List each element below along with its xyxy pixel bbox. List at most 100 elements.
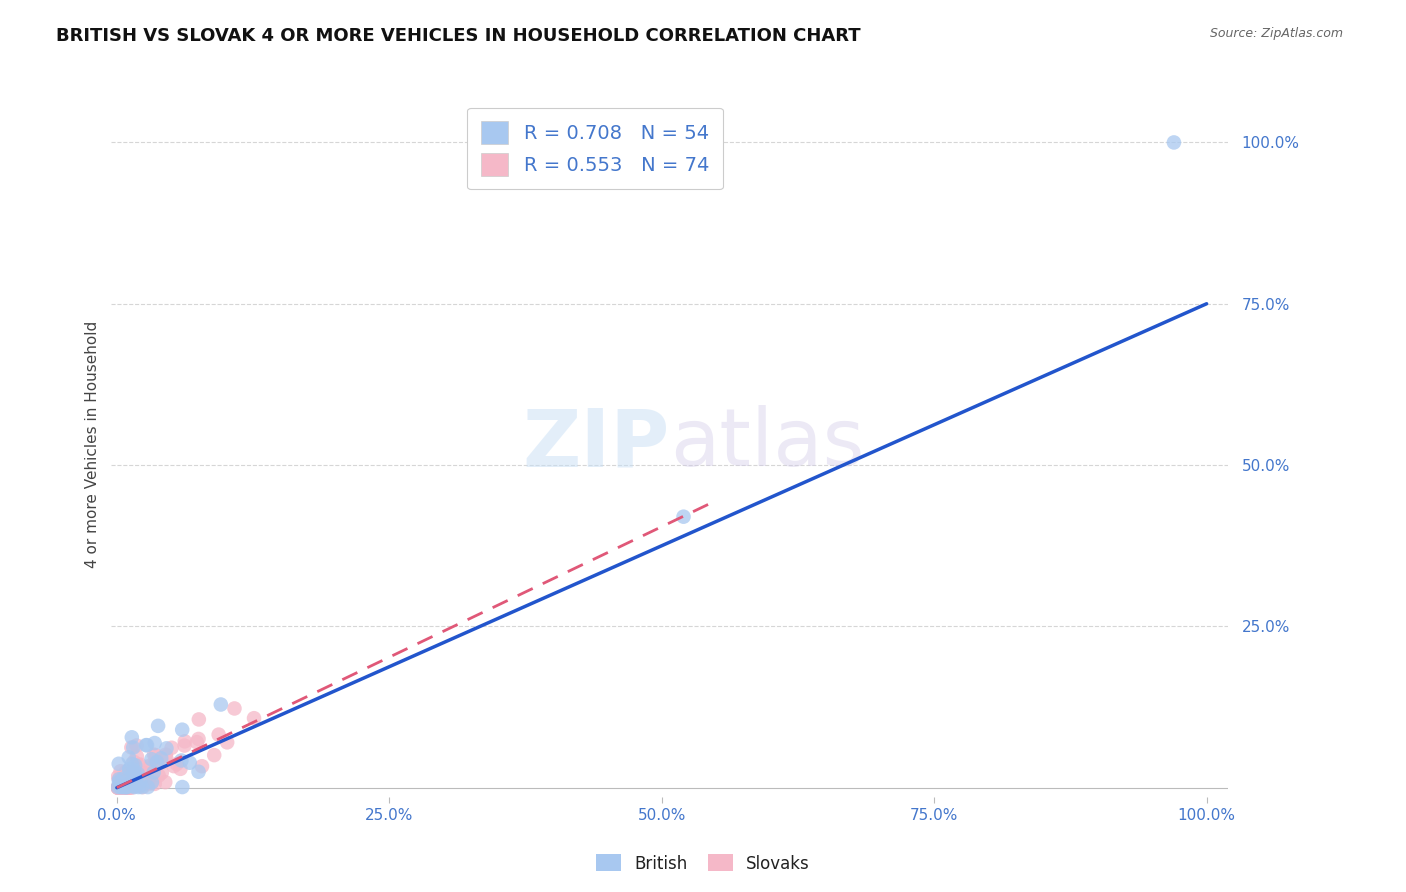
- Point: [138, 776, 160, 790]
- Point: [122, 740, 145, 755]
- Point: [114, 780, 136, 794]
- Point: [114, 780, 136, 795]
- Point: [107, 780, 129, 795]
- Point: [173, 739, 195, 753]
- Point: [118, 750, 141, 764]
- Point: [141, 752, 163, 766]
- Text: ZIP: ZIP: [523, 405, 669, 483]
- Point: [224, 701, 246, 715]
- Point: [170, 754, 193, 768]
- Point: [136, 780, 159, 794]
- Point: [155, 775, 177, 789]
- Point: [111, 771, 134, 785]
- Point: [134, 766, 156, 780]
- Point: [202, 748, 225, 763]
- Point: [107, 780, 129, 795]
- Point: [120, 740, 142, 755]
- Point: [163, 759, 186, 773]
- Point: [132, 766, 155, 780]
- Point: [108, 780, 131, 795]
- Point: [108, 775, 131, 789]
- Point: [150, 751, 173, 765]
- Point: [127, 766, 149, 780]
- Point: [187, 713, 209, 727]
- Text: Source: ZipAtlas.com: Source: ZipAtlas.com: [1209, 27, 1343, 40]
- Text: BRITISH VS SLOVAK 4 OR MORE VEHICLES IN HOUSEHOLD CORRELATION CHART: BRITISH VS SLOVAK 4 OR MORE VEHICLES IN …: [56, 27, 860, 45]
- Point: [115, 764, 138, 779]
- Point: [139, 758, 162, 772]
- Point: [146, 719, 169, 733]
- Point: [115, 780, 138, 794]
- Point: [108, 780, 131, 795]
- Point: [107, 780, 129, 794]
- Point: [141, 775, 163, 789]
- Point: [169, 762, 191, 776]
- Point: [672, 509, 695, 524]
- Point: [122, 779, 145, 793]
- Point: [166, 756, 188, 771]
- Point: [115, 780, 138, 794]
- Point: [124, 780, 146, 794]
- Point: [127, 758, 149, 772]
- Point: [136, 766, 159, 780]
- Point: [128, 780, 150, 794]
- Point: [128, 779, 150, 793]
- Point: [155, 749, 177, 764]
- Text: atlas: atlas: [669, 405, 865, 483]
- Point: [108, 772, 131, 787]
- Point: [136, 738, 159, 752]
- Point: [125, 749, 148, 764]
- Point: [145, 748, 167, 763]
- Point: [110, 764, 132, 779]
- Point: [150, 765, 173, 780]
- Point: [117, 780, 139, 795]
- Point: [107, 780, 129, 795]
- Point: [108, 780, 131, 795]
- Point: [118, 777, 141, 791]
- Point: [122, 755, 145, 769]
- Point: [143, 747, 166, 762]
- Point: [145, 755, 167, 769]
- Point: [132, 780, 155, 794]
- Point: [209, 698, 232, 712]
- Point: [122, 763, 145, 777]
- Point: [187, 764, 209, 779]
- Point: [120, 780, 142, 794]
- Point: [118, 762, 141, 776]
- Point: [186, 735, 208, 749]
- Point: [1163, 136, 1185, 150]
- Point: [146, 755, 169, 769]
- Point: [115, 780, 138, 794]
- Point: [143, 777, 166, 791]
- Point: [208, 728, 231, 742]
- Point: [121, 770, 143, 784]
- Point: [114, 780, 136, 794]
- Point: [148, 768, 170, 782]
- Point: [112, 780, 135, 794]
- Point: [118, 763, 141, 777]
- Point: [121, 766, 143, 780]
- Point: [107, 770, 129, 784]
- Point: [120, 774, 142, 789]
- Point: [115, 780, 138, 795]
- Y-axis label: 4 or more Vehicles in Household: 4 or more Vehicles in Household: [86, 320, 100, 567]
- Point: [129, 757, 152, 772]
- Point: [125, 770, 148, 784]
- Point: [121, 757, 143, 772]
- Point: [118, 780, 141, 795]
- Point: [160, 740, 183, 755]
- Point: [117, 780, 139, 795]
- Point: [179, 756, 201, 770]
- Point: [142, 765, 165, 780]
- Point: [121, 768, 143, 782]
- Point: [118, 779, 141, 793]
- Point: [125, 739, 148, 753]
- Point: [111, 780, 134, 794]
- Point: [125, 778, 148, 792]
- Point: [108, 780, 131, 795]
- Point: [121, 731, 143, 745]
- Point: [110, 780, 132, 794]
- Point: [115, 768, 138, 782]
- Point: [121, 780, 143, 795]
- Point: [122, 777, 145, 791]
